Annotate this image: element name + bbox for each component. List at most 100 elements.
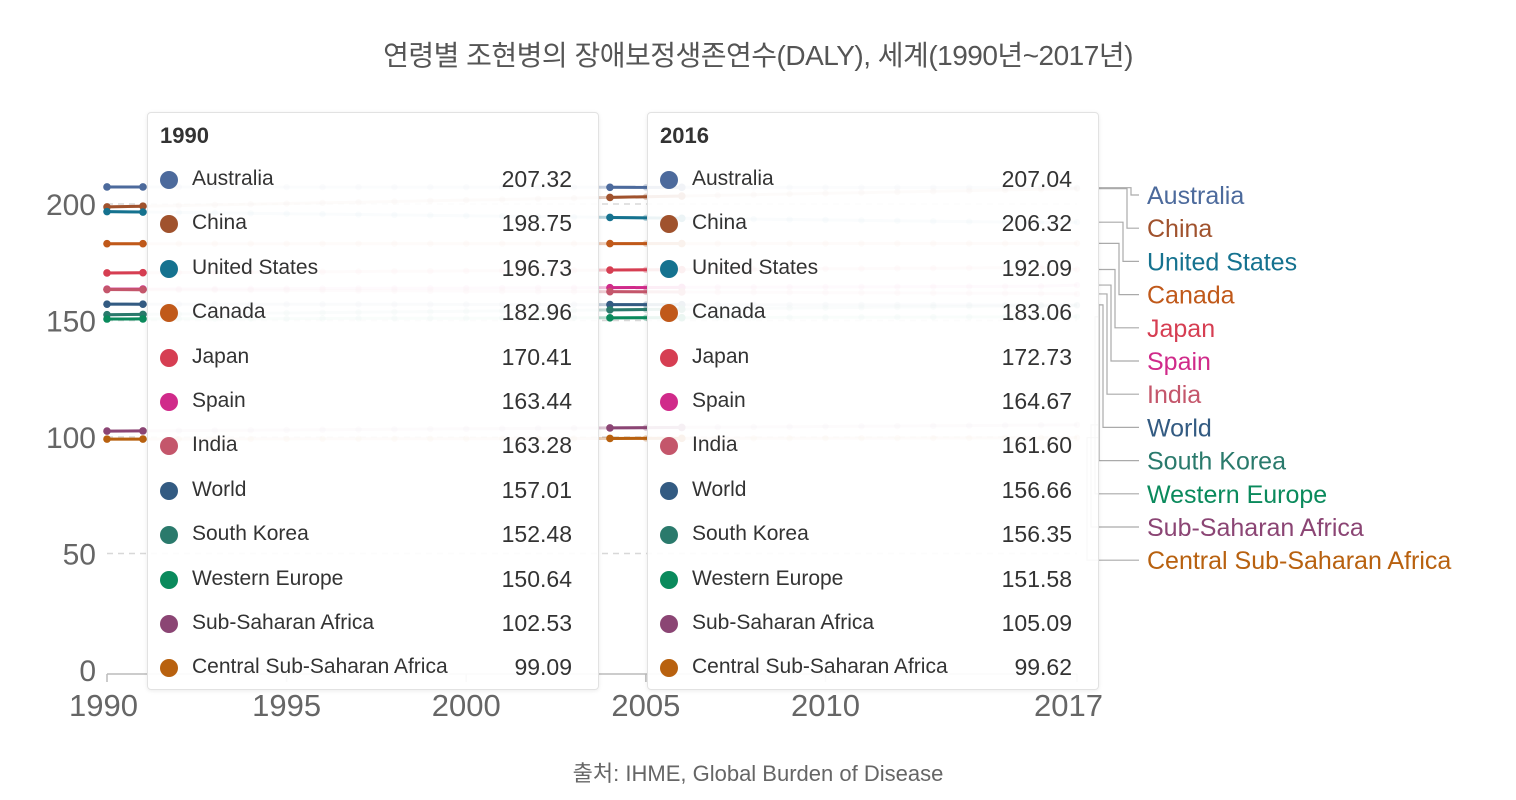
data-point-highlight [139,268,147,277]
legend-dot-icon [160,171,178,189]
tooltip-row: Australia 207.32 [148,162,598,198]
end-label-connector [1099,188,1139,229]
legend-dot-icon [660,481,678,500]
tooltip-row: India 161.60 [648,428,1098,464]
data-point-highlight [139,427,147,435]
tooltip-series-name: Canada [692,300,766,324]
tooltip-series-name: India [692,433,738,457]
tooltip-series-name: Japan [692,344,750,368]
data-point-highlight [103,435,111,443]
end-label-china: China [1147,215,1212,243]
tooltip-series-value: 163.44 [501,388,572,414]
tooltip-series-name: Central Sub-Saharan Africa [192,655,448,679]
tooltip-series-name: World [692,477,747,501]
tooltip-series-value: 151.58 [1001,565,1072,592]
tooltip-row: Sub-Saharan Africa 105.09 [648,606,1098,642]
x-tick-label: 2000 [432,688,501,723]
tooltip-row: United States 196.73 [148,251,598,287]
data-point-highlight [139,300,147,308]
tooltip-row: China 206.32 [648,206,1098,242]
end-label-connector [1099,187,1139,196]
end-label-connector [1099,268,1139,329]
data-point-highlight [139,208,147,216]
legend-dot-icon [660,215,678,234]
end-label-connector [1099,242,1139,296]
tooltip-series-name: South Korea [692,522,809,546]
data-point-highlight [103,285,111,294]
legend-dot-icon [660,393,678,411]
end-label-connector [1099,293,1139,395]
data-point-highlight [606,434,614,443]
tooltip-series-name: United States [692,255,819,279]
tooltip-series-value: 102.53 [501,610,572,636]
tooltip-series-name: China [692,211,747,235]
data-point-highlight [103,300,111,308]
tooltip-series-value: 172.73 [1001,343,1072,370]
x-tick-label: 1990 [69,688,138,723]
end-label-spain: Spain [1147,348,1211,376]
tooltip-row: Sub-Saharan Africa 102.53 [148,606,598,642]
legend-dot-icon [660,526,678,545]
tooltip-series-name: Australia [192,167,274,190]
legend-dot-icon [660,259,678,278]
tooltip-series-value: 207.04 [1001,166,1072,192]
tooltip-series-value: 182.96 [501,299,572,326]
end-label-japan: Japan [1147,315,1215,343]
tooltip-series-name: Western Europe [192,566,344,590]
data-point-highlight [606,314,614,322]
y-tick-label: 150 [46,306,96,339]
tooltip-series-value: 156.35 [1001,521,1072,548]
data-point-highlight [103,239,111,248]
y-tick-label: 0 [79,655,96,688]
data-point-highlight [103,315,111,323]
tooltip-series-value: 105.09 [1001,610,1072,636]
end-label-canada: Canada [1147,282,1235,310]
tooltip-series-value: 196.73 [501,254,572,281]
tooltip-series-name: Central Sub-Saharan Africa [692,655,948,679]
legend-dot-icon [660,304,678,323]
legend-dot-icon [160,481,178,500]
data-point-highlight [139,315,147,323]
tooltip-series-name: Sub-Saharan Africa [192,611,375,634]
tooltip-row: Japan 172.73 [648,340,1098,376]
tooltip-series-value: 157.01 [501,476,572,503]
data-point-highlight [606,300,614,309]
tooltip-2016: 2016 Australia 207.04 China 206.32 United St… [647,112,1099,690]
tooltip-series-name: Australia [692,167,774,190]
data-point-highlight [606,183,614,192]
tooltip-row: Spain 164.67 [648,384,1098,420]
legend-dot-icon [660,659,678,678]
legend-dot-icon [160,304,178,323]
tooltip-series-name: Spain [192,389,246,412]
legend-dot-icon [160,659,178,678]
legend-dot-icon [660,437,678,456]
data-point-highlight [606,424,614,432]
tooltip-series-value: 99.09 [514,654,572,681]
tooltip-row: Japan 170.41 [148,340,598,376]
legend-dot-icon [160,259,178,278]
legend-dot-icon [160,393,178,411]
end-label-western-europe: Western Europe [1147,481,1327,509]
end-label-australia: Australia [1147,182,1244,210]
y-tick-label: 100 [46,422,96,455]
data-point-highlight [606,193,614,202]
tooltip-series-name: World [192,477,247,501]
end-label-connector [1099,304,1139,428]
tooltip-series-value: 152.48 [501,521,572,548]
data-point-highlight [139,183,147,191]
data-point-highlight [606,287,614,296]
tooltip-series-value: 156.66 [1001,476,1072,503]
tooltip-series-value: 164.67 [1001,388,1072,414]
legend-dot-icon [660,171,678,189]
tooltip-series-name: Canada [192,300,266,324]
legend-dot-icon [160,615,178,633]
tooltip-row: Western Europe 150.64 [148,562,598,598]
end-label-connector [1094,316,1139,495]
data-point-highlight [103,207,111,216]
end-label-south-korea: South Korea [1147,448,1286,476]
tooltip-series-value: 170.41 [501,343,572,370]
legend-dot-icon [160,570,178,589]
tooltip-series-name: Spain [692,389,746,412]
tooltip-row: Spain 163.44 [148,384,598,420]
tooltip-series-name: India [192,433,238,457]
